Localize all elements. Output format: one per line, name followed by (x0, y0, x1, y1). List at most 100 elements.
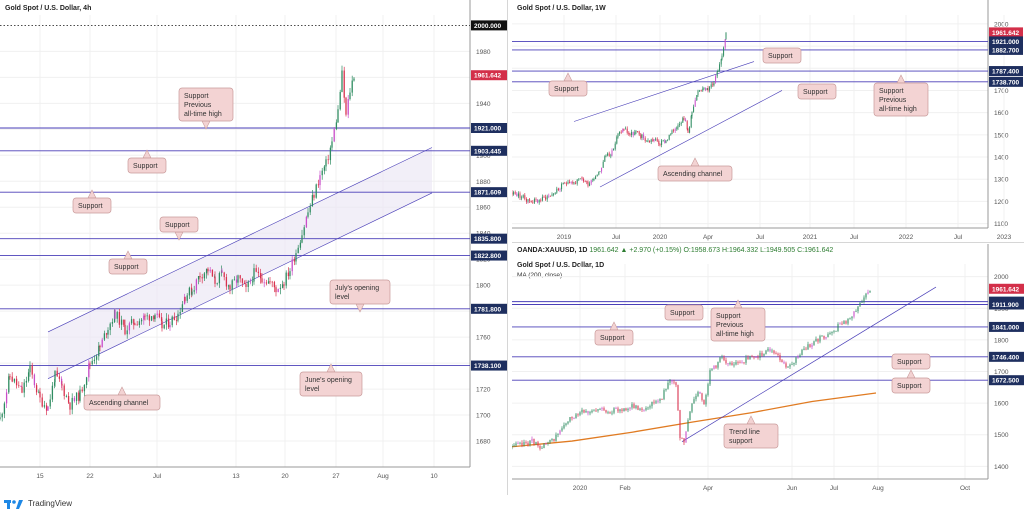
chart-panel-weekly[interactable]: Gold Spot / U.S. Dollar, 1W 1100 1200 1300… (512, 0, 1024, 243)
candle-body (567, 181, 569, 184)
candle-body (569, 417, 571, 422)
annotation-text: Support (768, 53, 793, 60)
annotation-text: Ascending channel (89, 400, 149, 407)
candle-body (593, 410, 595, 412)
candle-body (586, 181, 588, 183)
annotation-callout: Support (762, 47, 802, 64)
candle-body (8, 376, 10, 393)
x-tick-label: 2022 (899, 234, 914, 241)
candle-body (120, 319, 123, 325)
candle-body (99, 345, 101, 348)
candle-body (291, 259, 293, 272)
candle-body (171, 316, 173, 326)
candle-body (658, 141, 660, 144)
candle-body (635, 405, 637, 409)
x-tick-label: Apr (703, 234, 714, 241)
candle-body (801, 349, 803, 355)
price-level-value: 1738.700 (992, 79, 1019, 86)
candle-body (779, 354, 781, 361)
annotation-callout: July's opening level (329, 279, 391, 313)
candle-body (657, 400, 659, 402)
candle-body (203, 273, 206, 279)
candle-body (719, 357, 721, 362)
candle-body (617, 408, 619, 412)
candle-body (140, 319, 143, 322)
annotation-text: all-time high (184, 111, 222, 118)
candle-body (608, 153, 610, 156)
candle-body (259, 273, 262, 279)
candle-body (277, 288, 279, 293)
price-level-value: 1921.000 (992, 39, 1019, 46)
candle-body (671, 380, 673, 382)
callout-pointer (123, 250, 133, 260)
candle-body (18, 385, 20, 387)
candle-body (673, 130, 675, 132)
channel-upper-line (47, 147, 433, 333)
candle-body (67, 396, 70, 403)
candle-body (659, 399, 661, 401)
price-level-label (989, 44, 1023, 55)
candle-body (565, 183, 567, 185)
candle-body (301, 235, 303, 243)
candle-body (721, 55, 723, 60)
candle-body (585, 410, 587, 413)
candle-body (620, 131, 622, 133)
candle-body (321, 170, 323, 176)
candle-body (101, 339, 103, 348)
candle-body (741, 362, 743, 364)
candle-body (309, 206, 311, 213)
chart-daily-svg[interactable]: 14001500160017001800190020002020FebAprJu… (512, 244, 1024, 495)
candle-body (783, 361, 785, 364)
chart-panel-daily[interactable]: OANDA:XAUUSD, 1D 1961.642 ▲ +2.970 (+0.1… (512, 244, 1024, 495)
price-level-label (471, 145, 507, 156)
candle-body (815, 338, 817, 342)
x-tick-label: 22 (86, 473, 94, 480)
chart-panel-4h[interactable]: Gold Spot / U.S. Dollar, 4h 1680 1700 1720… (0, 0, 508, 495)
price-level-value: 1871.609 (474, 190, 501, 197)
candle-body (540, 199, 542, 201)
annotation-text: level (335, 294, 350, 301)
x-tick-label: 15 (36, 473, 44, 480)
candle-body (205, 268, 208, 274)
candle-body (671, 130, 673, 134)
candle-body (58, 376, 61, 379)
candle-body (680, 122, 682, 125)
candle-body (156, 313, 158, 315)
candle-body (607, 153, 609, 156)
candle-body (190, 287, 193, 295)
candle-body (47, 406, 49, 411)
x-tick-label: Oct (960, 485, 970, 492)
candle-body (549, 440, 551, 443)
x-tick-label: Aug (872, 485, 884, 492)
candle-body (138, 321, 141, 325)
candle-body (747, 357, 749, 360)
x-tick-label: 20 (281, 473, 289, 480)
chart-weekly-svg[interactable]: 1100120013001400150016001700180019002000… (512, 0, 1024, 242)
candle-body (787, 366, 789, 368)
candle-body (857, 306, 859, 312)
candle-body (91, 360, 93, 365)
candle-body (130, 319, 133, 324)
candle-body (25, 380, 28, 383)
candle-body (650, 139, 652, 143)
annotation-text: Previous (184, 102, 212, 109)
annotation-callout: Support (891, 369, 931, 394)
candle-body (656, 138, 658, 142)
candle-body (611, 412, 613, 414)
candle-body (681, 438, 683, 439)
candle-body (257, 271, 260, 274)
price-level-label (471, 233, 507, 244)
candle-body (691, 403, 693, 412)
candle-body (733, 364, 735, 366)
candle-body (853, 311, 855, 317)
channel-shading (48, 147, 432, 379)
candle-body (811, 344, 813, 347)
candle-body (79, 389, 81, 401)
candle-body (781, 360, 783, 362)
candle-body (693, 399, 695, 404)
price-level-label (989, 27, 1023, 38)
candle-body (211, 269, 214, 277)
candle-body (49, 399, 51, 407)
candle-body (715, 76, 717, 83)
chart-4h-svg[interactable]: 1680170017201740176017801800182018401860… (0, 0, 507, 495)
